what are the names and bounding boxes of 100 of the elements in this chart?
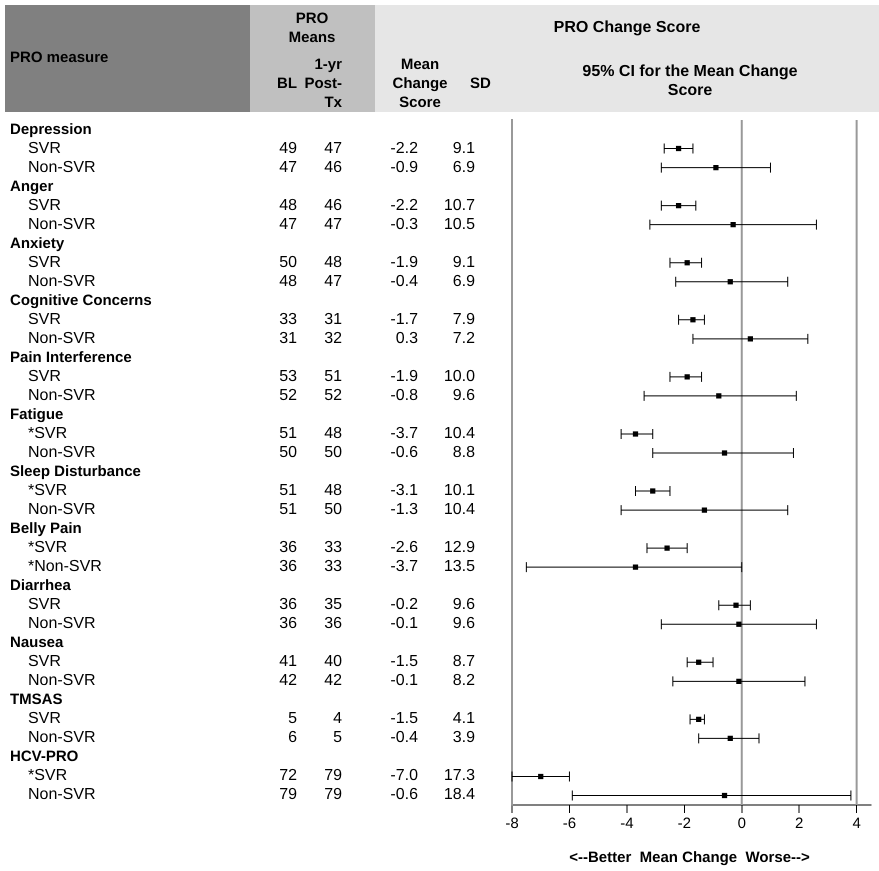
- x-axis-title: <--Better Mean Change Worse-->: [568, 848, 811, 867]
- data-label: 52: [324, 386, 342, 404]
- data-label: -2.2: [389, 196, 418, 216]
- data-label: -0.4: [389, 728, 418, 748]
- data-label: 47: [324, 140, 342, 157]
- data-label: 18.4: [444, 786, 475, 804]
- category-label: Diarrhea: [10, 576, 71, 596]
- data-label: 52: [278, 386, 297, 406]
- data-label: -0.2: [389, 595, 418, 616]
- point: [748, 336, 753, 342]
- point: [736, 622, 742, 627]
- category-label: Non-SVR: [28, 214, 96, 235]
- category-label: Non-SVR: [28, 272, 96, 292]
- data-label: 33: [324, 558, 342, 576]
- text: BL: [276, 74, 297, 93]
- category-label: SVR: [28, 196, 61, 216]
- category-label: *SVR: [28, 424, 68, 444]
- data-label: 0.3: [394, 328, 418, 349]
- point: [730, 222, 736, 228]
- data-label: 35: [324, 596, 342, 614]
- text: 1-yr Post-Tx: [304, 56, 342, 111]
- data-label: -0.9: [389, 158, 418, 178]
- data-label: 46: [324, 158, 342, 176]
- point: [684, 260, 690, 266]
- category-label: *SVR: [28, 766, 68, 786]
- point: [716, 393, 722, 399]
- data-label: 5: [287, 709, 297, 730]
- data-label: -0.1: [389, 671, 418, 692]
- data-label: 8.2: [452, 672, 475, 690]
- point: [722, 792, 728, 798]
- data-label: 48: [278, 196, 297, 216]
- x-tick-label: -6: [562, 815, 576, 832]
- data-label: 47: [324, 272, 342, 290]
- category-label: SVR: [28, 652, 61, 672]
- category-label: Depression: [10, 120, 92, 140]
- point: [696, 660, 702, 665]
- data-label: 10.4: [444, 501, 475, 518]
- data-label: 31: [278, 328, 297, 349]
- category-label: *Non-SVR: [28, 557, 102, 578]
- data-label: 5: [333, 729, 342, 746]
- category-label: Non-SVR: [28, 500, 96, 520]
- data-label: 10.4: [444, 424, 475, 442]
- data-label: 40: [324, 653, 342, 670]
- data-label: 48: [278, 272, 297, 292]
- data-label: 50: [278, 252, 297, 273]
- data-label: 50: [324, 444, 342, 461]
- data-label: 12.9: [444, 539, 475, 556]
- data-label: 42: [278, 671, 297, 692]
- data-label: 4.1: [452, 710, 475, 728]
- data-label: 50: [324, 501, 342, 518]
- data-label: 10.0: [444, 368, 475, 385]
- data-label: -0.3: [389, 214, 418, 235]
- x-tick-label: -4: [620, 815, 634, 832]
- data-label: 9.6: [452, 386, 475, 404]
- data-label: 48: [324, 482, 342, 500]
- category-label: Belly Pain: [10, 519, 82, 540]
- data-label: 47: [324, 216, 342, 233]
- text: Mean Change Score: [391, 55, 448, 112]
- data-label: 42: [324, 672, 342, 690]
- data-label: -1.3: [389, 500, 418, 520]
- point: [728, 279, 733, 284]
- category-label: SVR: [28, 310, 61, 330]
- data-label: -3.7: [389, 557, 418, 578]
- category-label: Fatigue: [10, 404, 64, 425]
- category-label: HCV-PRO: [10, 747, 78, 768]
- data-label: 9.6: [452, 615, 475, 632]
- data-label: 49: [278, 138, 297, 159]
- data-label: -2.2: [389, 138, 418, 159]
- data-label: 50: [278, 442, 297, 463]
- category-label: SVR: [28, 252, 61, 273]
- data-label: 72: [278, 766, 297, 786]
- category-label: Pain Interference: [10, 348, 132, 368]
- data-label: 9.6: [452, 596, 475, 614]
- data-label: -3.7: [389, 424, 418, 444]
- data-label: 6.9: [452, 158, 475, 176]
- data-label: -7.0: [389, 766, 418, 786]
- category-label: Non-SVR: [28, 328, 96, 349]
- category-label: Non-SVR: [28, 158, 96, 178]
- point: [690, 317, 696, 322]
- x-tick-label: -2: [678, 815, 691, 832]
- data-label: -1.9: [389, 252, 418, 273]
- category-label: SVR: [28, 138, 61, 159]
- text: SD: [470, 74, 492, 93]
- point: [632, 564, 638, 570]
- category-label: SVR: [28, 366, 61, 387]
- data-label: 47: [278, 214, 297, 235]
- data-label: -0.6: [389, 442, 418, 463]
- data-label: 33: [278, 310, 297, 330]
- data-label: 47: [278, 158, 297, 178]
- point: [696, 716, 702, 722]
- category-label: *SVR: [28, 481, 68, 502]
- data-label: 4: [333, 710, 342, 728]
- point: [736, 678, 742, 684]
- data-label: 10.1: [444, 482, 475, 500]
- data-label: 13.5: [444, 558, 475, 576]
- data-label: 36: [278, 595, 297, 616]
- point: [713, 164, 719, 170]
- data-label: 6.9: [452, 272, 475, 290]
- data-label: 8.7: [452, 653, 475, 670]
- data-label: 79: [324, 786, 342, 804]
